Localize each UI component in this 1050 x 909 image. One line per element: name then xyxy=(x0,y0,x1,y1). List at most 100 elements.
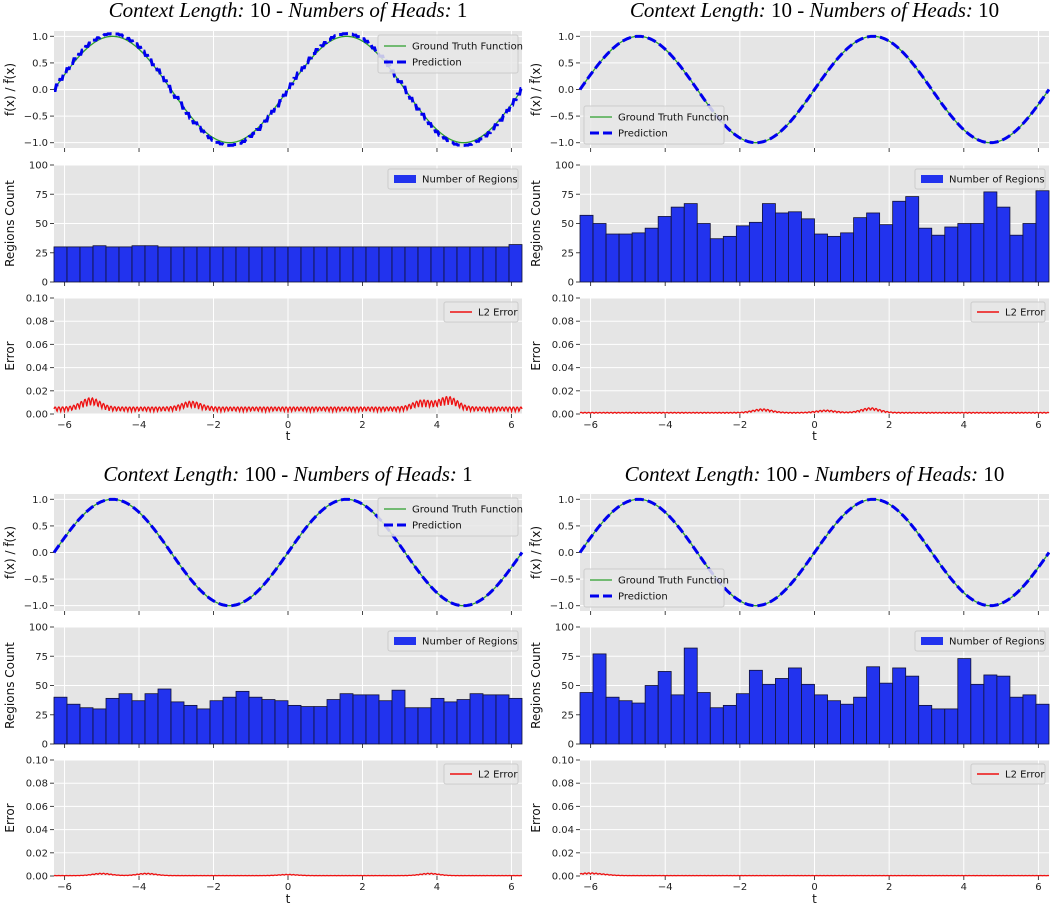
region-bar xyxy=(92,245,107,283)
x-tick-label: 0 xyxy=(811,420,817,431)
x-axis-label: t xyxy=(286,429,291,443)
l2-error-line xyxy=(53,872,523,877)
y-tick-label: 100 xyxy=(29,161,48,172)
x-axis-label: t xyxy=(812,892,817,906)
x-tick-label: −2 xyxy=(206,420,221,431)
error-subplot: 0.00 0.02 0.04 0.06 0.08 0.10 −6 −4 −2 0 2 4 6 Error L… xyxy=(3,756,523,893)
region-bar xyxy=(235,246,250,283)
legend-label-regions: Number of Regions xyxy=(949,175,1045,186)
regions-legend: Number of Regions xyxy=(914,168,1046,190)
y-tick-label: 0.10 xyxy=(26,756,48,767)
region-bar xyxy=(605,696,620,745)
region-bar xyxy=(222,696,237,745)
region-bar xyxy=(931,708,946,745)
region-bar xyxy=(1022,223,1037,283)
x-tick-label: 4 xyxy=(434,882,440,893)
region-bar xyxy=(657,671,672,745)
region-bar xyxy=(508,244,523,283)
region-bar xyxy=(339,693,354,745)
region-bar xyxy=(944,226,959,283)
legend-box xyxy=(377,497,519,537)
y-tick-label: 50 xyxy=(561,681,574,692)
error-y-axis-label: Error xyxy=(529,341,543,370)
y-tick-label: −1.0 xyxy=(24,138,48,149)
x-tick-label: 2 xyxy=(886,420,892,431)
title-part: - xyxy=(271,0,289,22)
l2-error-line xyxy=(53,395,523,415)
region-bar xyxy=(814,694,828,745)
legend-swatch-regions xyxy=(921,637,943,645)
y-tick-label: 0.0 xyxy=(558,85,574,96)
function-legend: Ground Truth Function Prediction xyxy=(583,568,729,608)
region-bar xyxy=(644,227,659,283)
regions-subplot: 0 25 50 75 100 Regions Count Number of Regions xyxy=(529,623,1050,751)
region-bar xyxy=(905,196,920,283)
y-tick-label: 50 xyxy=(35,219,48,230)
legend-box xyxy=(914,168,1046,190)
region-bar xyxy=(853,217,868,283)
legend-box xyxy=(387,630,519,652)
region-bar xyxy=(365,246,380,283)
x-tick-label: −6 xyxy=(57,882,72,893)
region-bar xyxy=(1009,696,1024,745)
region-bar xyxy=(261,699,276,745)
region-bar xyxy=(287,704,302,745)
y-tick-label: 0.00 xyxy=(26,410,48,421)
region-bar xyxy=(592,223,607,283)
title-part: - xyxy=(276,462,294,486)
region-bar xyxy=(592,653,607,745)
legend-box xyxy=(443,301,519,323)
y-tick-label: 1.0 xyxy=(32,32,48,43)
y-tick-label: 25 xyxy=(35,710,48,721)
y-tick-label: 0.04 xyxy=(552,363,574,374)
y-tick-label: 0.5 xyxy=(32,521,48,532)
error-subplot: 0.00 0.02 0.04 0.06 0.08 0.10 −6 −4 −2 0 2 4 6 Error L… xyxy=(3,294,523,431)
region-bar xyxy=(709,238,724,283)
region-bar xyxy=(827,235,841,283)
regions-subplot: 0 25 50 75 100 Regions Count Number of Regions xyxy=(3,623,523,751)
title-part: 10 xyxy=(978,462,1004,486)
region-bar xyxy=(735,225,750,283)
legend-label-l2: L2 Error xyxy=(478,308,518,319)
error-legend: L2 Error xyxy=(443,763,519,785)
region-bar xyxy=(670,694,685,745)
region-bar xyxy=(365,694,380,745)
error-legend: L2 Error xyxy=(970,301,1046,323)
y-tick-label: 75 xyxy=(35,190,48,201)
y-tick-label: 25 xyxy=(561,710,574,721)
legend-label-pred: Prediction xyxy=(618,592,668,603)
region-bar xyxy=(170,701,185,745)
y-tick-label: 0.06 xyxy=(552,802,574,813)
legend-label-gt: Ground Truth Function xyxy=(412,505,523,516)
y-tick-label: 0 xyxy=(42,740,48,751)
region-bar xyxy=(378,700,393,745)
region-bar xyxy=(879,224,894,283)
y-tick-label: 75 xyxy=(35,652,48,663)
title-part: 100 xyxy=(239,462,276,486)
region-bar xyxy=(918,704,933,745)
y-tick-label: 0.02 xyxy=(26,386,48,397)
region-bar xyxy=(495,694,510,745)
y-tick-label: 0.10 xyxy=(552,756,574,767)
x-tick-label: 0 xyxy=(811,882,817,893)
function-subplot: −1.0 −0.5 0.0 0.5 1.0 f(x) / f̃(x) Ground Trut… xyxy=(3,31,523,152)
legend-label-l2: L2 Error xyxy=(478,770,518,781)
legend-box xyxy=(583,105,725,145)
region-bar xyxy=(131,245,146,283)
region-bar xyxy=(957,658,972,745)
region-bar xyxy=(683,203,698,283)
legend-box xyxy=(583,568,725,608)
function-legend: Ground Truth Function Prediction xyxy=(583,105,729,145)
region-bar xyxy=(248,696,263,745)
x-tick-label: −6 xyxy=(583,882,598,893)
x-tick-label: 6 xyxy=(1035,882,1041,893)
region-bar xyxy=(209,700,224,745)
region-bar xyxy=(761,683,776,745)
legend-box xyxy=(970,301,1046,323)
region-bar xyxy=(1035,190,1050,283)
x-tick-label: 4 xyxy=(961,882,967,893)
region-bar xyxy=(391,246,406,283)
y-tick-label: 0.02 xyxy=(552,386,574,397)
region-bar xyxy=(944,708,959,745)
